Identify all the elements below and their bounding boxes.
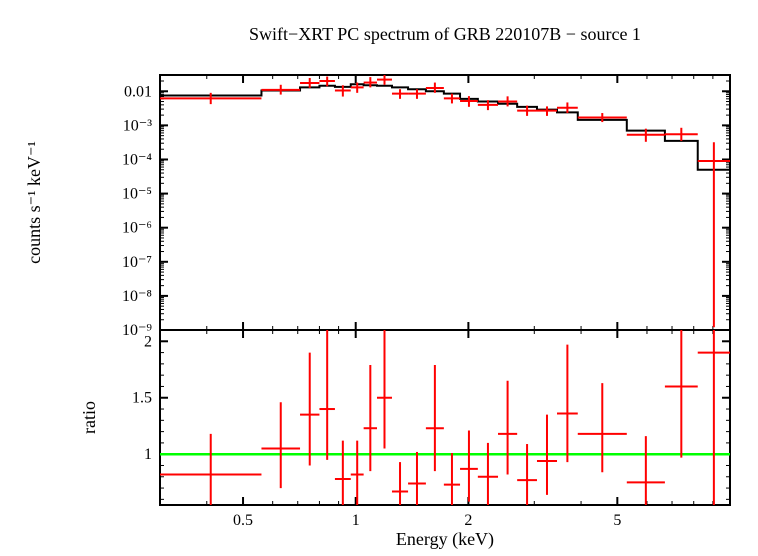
svg-text:2: 2	[464, 512, 472, 529]
axes-frame	[160, 75, 730, 505]
svg-text:1.5: 1.5	[132, 390, 152, 407]
svg-text:0.01: 0.01	[124, 83, 152, 100]
svg-text:10⁻⁷: 10⁻⁷	[122, 254, 152, 271]
x-axis-label: Energy (keV)	[396, 529, 494, 550]
svg-text:1: 1	[144, 446, 152, 463]
svg-text:10⁻⁸: 10⁻⁸	[122, 288, 152, 305]
y-axis-label-bottom: ratio	[79, 401, 99, 434]
y-axis-label-top: counts s⁻¹ keV⁻¹	[24, 141, 44, 264]
svg-text:10⁻⁴: 10⁻⁴	[122, 151, 152, 168]
svg-text:0.5: 0.5	[233, 512, 253, 529]
svg-text:10⁻⁶: 10⁻⁶	[122, 220, 152, 237]
ratio-data-points	[160, 330, 730, 505]
plot-title: Swift−XRT PC spectrum of GRB 220107B − s…	[249, 24, 641, 44]
top-panel-ticks: 0.512510⁻⁹10⁻⁸10⁻⁷10⁻⁶10⁻⁵10⁻⁴10⁻³0.01	[122, 75, 730, 529]
svg-text:1: 1	[352, 512, 360, 529]
svg-text:5: 5	[613, 512, 621, 529]
spectrum-plot: Swift−XRT PC spectrum of GRB 220107B − s…	[0, 0, 758, 556]
model-step-line	[160, 84, 730, 169]
svg-text:10⁻⁵: 10⁻⁵	[122, 186, 152, 203]
svg-text:2: 2	[144, 333, 152, 350]
svg-text:10⁻³: 10⁻³	[123, 117, 152, 134]
spectrum-data-points	[160, 75, 730, 327]
